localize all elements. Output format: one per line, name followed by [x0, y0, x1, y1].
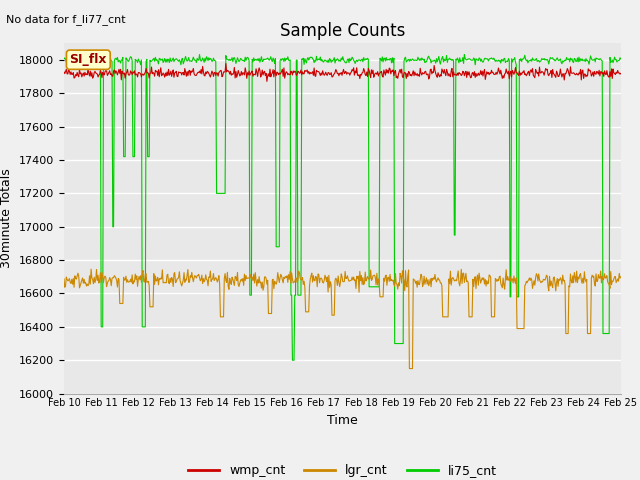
- lgr_cnt: [406, 366, 413, 372]
- Text: No data for f_li77_cnt: No data for f_li77_cnt: [6, 14, 126, 25]
- lgr_cnt: [412, 280, 419, 286]
- wmp_cnt: [214, 70, 221, 76]
- lgr_cnt: [617, 274, 625, 280]
- lgr_cnt: [87, 266, 95, 272]
- Line: li75_cnt: li75_cnt: [64, 55, 621, 360]
- Y-axis label: 30minute Totals: 30minute Totals: [1, 168, 13, 268]
- Text: SI_flx: SI_flx: [70, 53, 107, 66]
- li75_cnt: [289, 357, 296, 363]
- li75_cnt: [412, 57, 419, 63]
- wmp_cnt: [70, 75, 78, 81]
- lgr_cnt: [60, 276, 68, 282]
- li75_cnt: [196, 52, 204, 58]
- wmp_cnt: [412, 72, 419, 77]
- wmp_cnt: [60, 69, 68, 75]
- Line: wmp_cnt: wmp_cnt: [64, 63, 621, 81]
- lgr_cnt: [128, 272, 136, 278]
- wmp_cnt: [263, 78, 271, 84]
- wmp_cnt: [617, 71, 625, 76]
- lgr_cnt: [185, 279, 193, 285]
- Legend: wmp_cnt, lgr_cnt, li75_cnt: wmp_cnt, lgr_cnt, li75_cnt: [183, 459, 502, 480]
- li75_cnt: [617, 56, 625, 62]
- Title: Sample Counts: Sample Counts: [280, 22, 405, 40]
- Line: lgr_cnt: lgr_cnt: [64, 269, 621, 369]
- li75_cnt: [127, 54, 135, 60]
- li75_cnt: [60, 56, 68, 61]
- lgr_cnt: [214, 276, 222, 282]
- wmp_cnt: [222, 60, 230, 66]
- wmp_cnt: [184, 73, 192, 79]
- wmp_cnt: [428, 71, 436, 77]
- li75_cnt: [70, 53, 78, 59]
- li75_cnt: [428, 58, 436, 64]
- wmp_cnt: [127, 70, 135, 75]
- li75_cnt: [184, 57, 192, 63]
- lgr_cnt: [428, 276, 436, 281]
- X-axis label: Time: Time: [327, 414, 358, 427]
- lgr_cnt: [70, 284, 78, 290]
- li75_cnt: [214, 191, 222, 196]
